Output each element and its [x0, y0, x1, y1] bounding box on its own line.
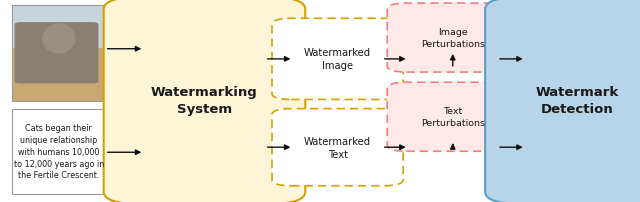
Text: Watermarked
Image: Watermarked Image — [304, 48, 371, 71]
FancyBboxPatch shape — [387, 83, 518, 152]
Ellipse shape — [42, 24, 76, 55]
Bar — [12, 6, 106, 101]
Text: Text
Perturbations: Text Perturbations — [421, 107, 485, 127]
Bar — [12, 109, 106, 194]
Text: Watermarking
System: Watermarking System — [151, 86, 258, 116]
FancyBboxPatch shape — [272, 109, 403, 186]
Bar — [12, 49, 106, 101]
Text: Watermark
Detection: Watermark Detection — [536, 86, 619, 116]
FancyBboxPatch shape — [104, 0, 305, 202]
FancyBboxPatch shape — [15, 23, 99, 84]
Text: Cats began their
unique relationship
with humans 10,000
to 12,000 years ago in
t: Cats began their unique relationship wit… — [13, 124, 104, 179]
Text: Image
Perturbations: Image Perturbations — [421, 28, 485, 49]
FancyBboxPatch shape — [272, 19, 403, 100]
Text: Watermarked
Text: Watermarked Text — [304, 136, 371, 159]
FancyBboxPatch shape — [485, 0, 640, 202]
FancyBboxPatch shape — [387, 4, 518, 73]
Bar — [12, 6, 106, 49]
